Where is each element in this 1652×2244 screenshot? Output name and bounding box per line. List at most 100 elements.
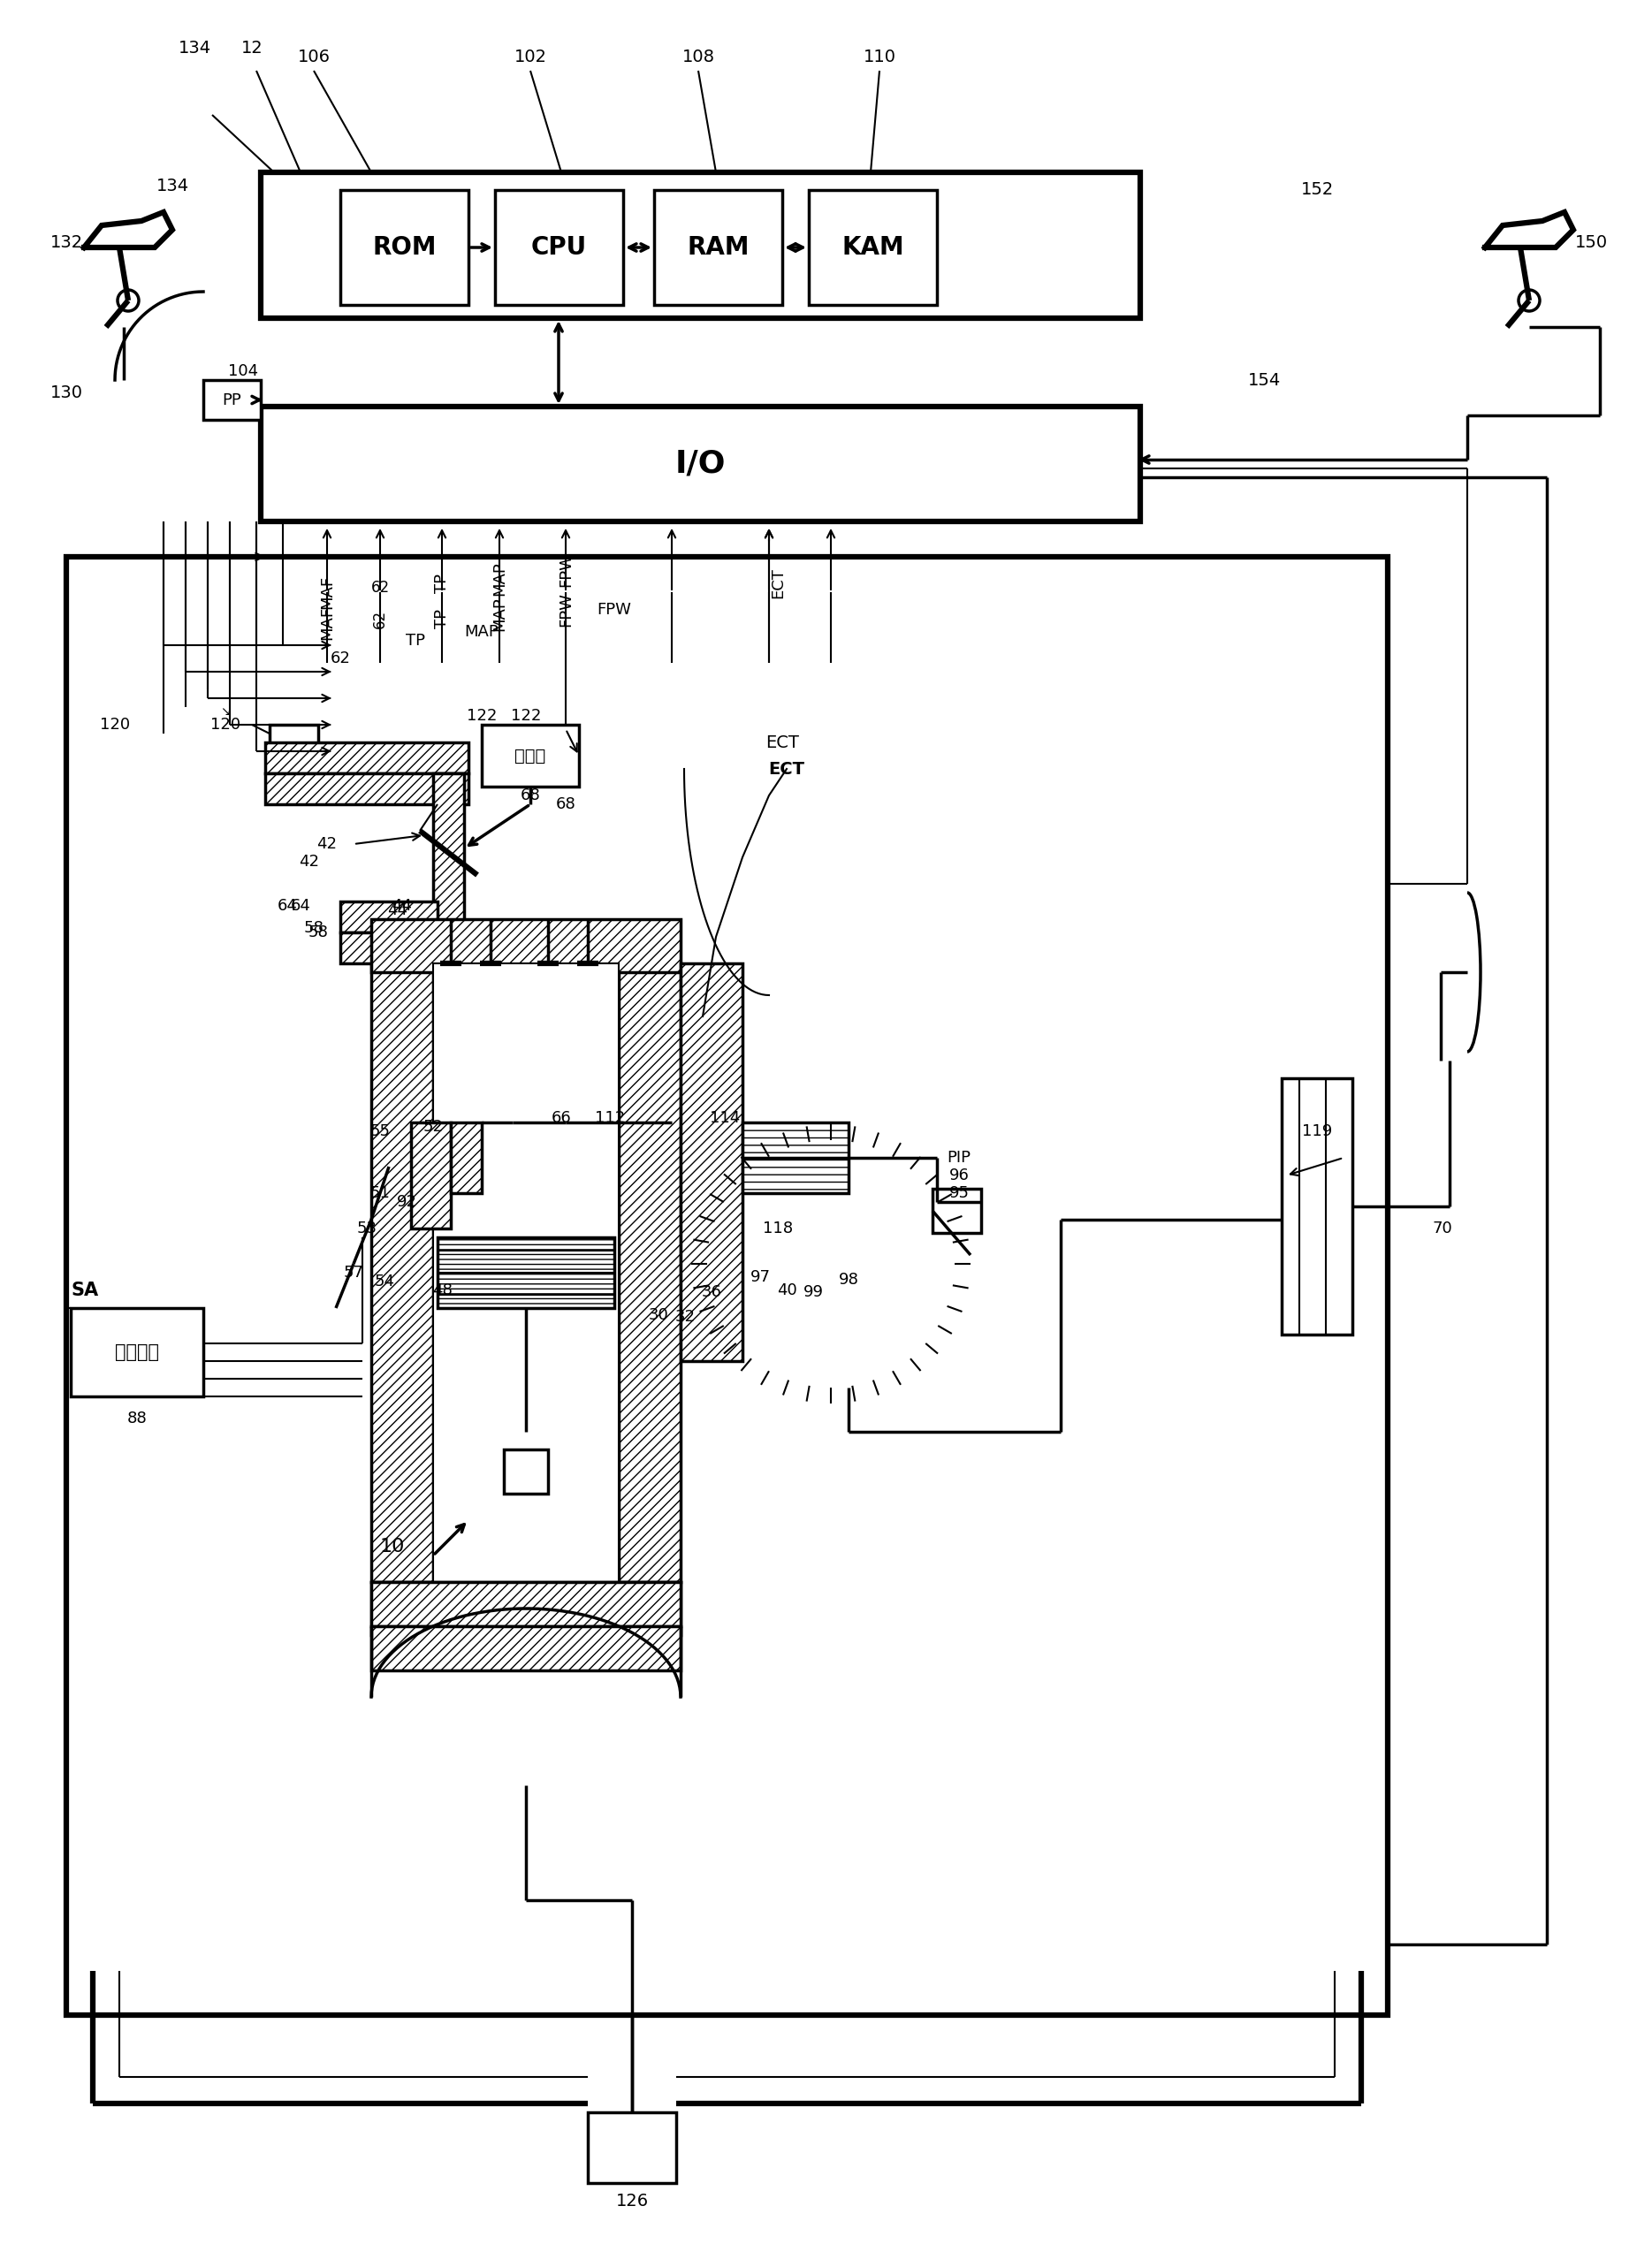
Text: FPW: FPW [558, 592, 573, 626]
Bar [66, 557, 1388, 2015]
Text: MAF: MAF [319, 574, 335, 608]
Text: SA: SA [71, 1281, 97, 1299]
Text: 点火系统: 点火系统 [116, 1344, 159, 1362]
Bar [438, 1236, 615, 1308]
Text: 驱动器: 驱动器 [515, 747, 545, 763]
Text: 96: 96 [948, 1167, 970, 1183]
Text: 57: 57 [344, 1266, 363, 1281]
Text: 106: 106 [297, 49, 330, 65]
Text: 55: 55 [370, 1124, 390, 1140]
Text: 54: 54 [375, 1275, 395, 1290]
Text: MAP: MAP [491, 597, 507, 631]
Bar [620, 963, 681, 1582]
Text: 112: 112 [595, 1111, 624, 1126]
Text: 44: 44 [388, 902, 408, 918]
Bar [742, 1122, 849, 1194]
Text: MAP: MAP [464, 624, 499, 640]
Text: 12: 12 [241, 40, 263, 56]
Text: 51: 51 [370, 1185, 390, 1201]
Bar [681, 963, 742, 1362]
Text: 98: 98 [839, 1272, 859, 1288]
Text: I/O: I/O [676, 449, 725, 478]
Text: 97: 97 [750, 1270, 770, 1286]
Text: TP: TP [434, 574, 449, 592]
Text: FPW: FPW [558, 552, 573, 588]
Bar [932, 1189, 981, 1232]
Text: 114: 114 [710, 1111, 740, 1126]
Bar [266, 774, 469, 803]
Text: TP: TP [434, 608, 449, 628]
Text: 62: 62 [370, 579, 390, 595]
Text: 122: 122 [466, 707, 497, 725]
Text: 48: 48 [431, 1281, 453, 1299]
Text: 95: 95 [948, 1185, 970, 1201]
Text: MAF: MAF [319, 606, 335, 640]
Bar [340, 191, 469, 305]
Text: 150: 150 [1574, 236, 1607, 251]
Text: 99: 99 [803, 1284, 823, 1299]
Text: 92: 92 [396, 1194, 416, 1210]
Text: 44: 44 [392, 898, 413, 913]
Bar [1282, 1079, 1353, 1335]
Bar [504, 1450, 548, 1495]
Text: 62: 62 [330, 651, 350, 666]
Text: KAM: KAM [841, 236, 904, 260]
Bar [203, 379, 261, 420]
Bar [340, 934, 385, 963]
Text: 66: 66 [552, 1111, 572, 1126]
Text: ROM: ROM [372, 236, 436, 260]
Text: 53: 53 [357, 1221, 377, 1236]
Bar [372, 963, 433, 1582]
Text: FPW: FPW [596, 601, 631, 617]
Text: 118: 118 [763, 1221, 793, 1236]
Bar [482, 725, 578, 788]
Text: 10: 10 [380, 1537, 405, 1555]
Text: 126: 126 [616, 2192, 648, 2208]
Text: 64: 64 [278, 898, 297, 913]
Text: ↘: ↘ [220, 705, 231, 718]
Bar [411, 1122, 451, 1227]
Text: 68: 68 [555, 797, 577, 812]
Text: 110: 110 [862, 49, 895, 65]
Text: ECT: ECT [765, 734, 800, 752]
Text: 70: 70 [1432, 1221, 1452, 1236]
Text: PIP: PIP [947, 1149, 971, 1165]
Bar [266, 743, 469, 774]
Bar [451, 1122, 482, 1194]
Text: 120: 120 [210, 716, 241, 734]
Bar [496, 191, 623, 305]
Bar [654, 191, 783, 305]
Text: 88: 88 [127, 1411, 147, 1427]
Bar [433, 963, 620, 1582]
Bar [340, 902, 438, 934]
Text: 42: 42 [299, 853, 319, 871]
Bar [372, 1582, 681, 1627]
Bar [372, 1627, 681, 1670]
Bar [261, 406, 1140, 521]
Text: CPU: CPU [532, 236, 586, 260]
Bar [809, 191, 937, 305]
Text: PP: PP [223, 393, 241, 408]
Text: 152: 152 [1300, 182, 1333, 197]
Bar [261, 173, 1140, 319]
Text: 130: 130 [50, 386, 83, 402]
Text: ECT: ECT [770, 568, 786, 599]
Text: 132: 132 [50, 236, 83, 251]
Text: 52: 52 [423, 1120, 443, 1135]
Text: 40: 40 [776, 1281, 796, 1299]
Text: RAM: RAM [687, 236, 750, 260]
Text: 42: 42 [317, 837, 337, 853]
Text: 134: 134 [178, 40, 211, 56]
Bar [269, 725, 319, 761]
Text: TP: TP [406, 633, 425, 649]
Bar [588, 2112, 676, 2183]
Text: 58: 58 [307, 925, 329, 940]
Text: 154: 154 [1247, 373, 1280, 388]
Bar [372, 1582, 681, 1636]
Text: 36: 36 [702, 1284, 722, 1299]
Text: 122: 122 [510, 707, 542, 725]
Text: 104: 104 [228, 364, 258, 379]
Text: 134: 134 [155, 177, 188, 193]
Text: 102: 102 [514, 49, 547, 65]
Text: 62: 62 [372, 610, 388, 628]
